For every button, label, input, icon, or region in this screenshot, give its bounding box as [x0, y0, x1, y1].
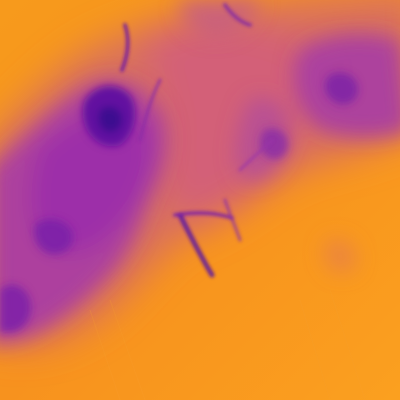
cold-core [0, 72, 359, 332]
cloud-mass [0, 0, 400, 344]
warm-texture [89, 289, 366, 400]
wisp-streaks [120, 3, 274, 278]
